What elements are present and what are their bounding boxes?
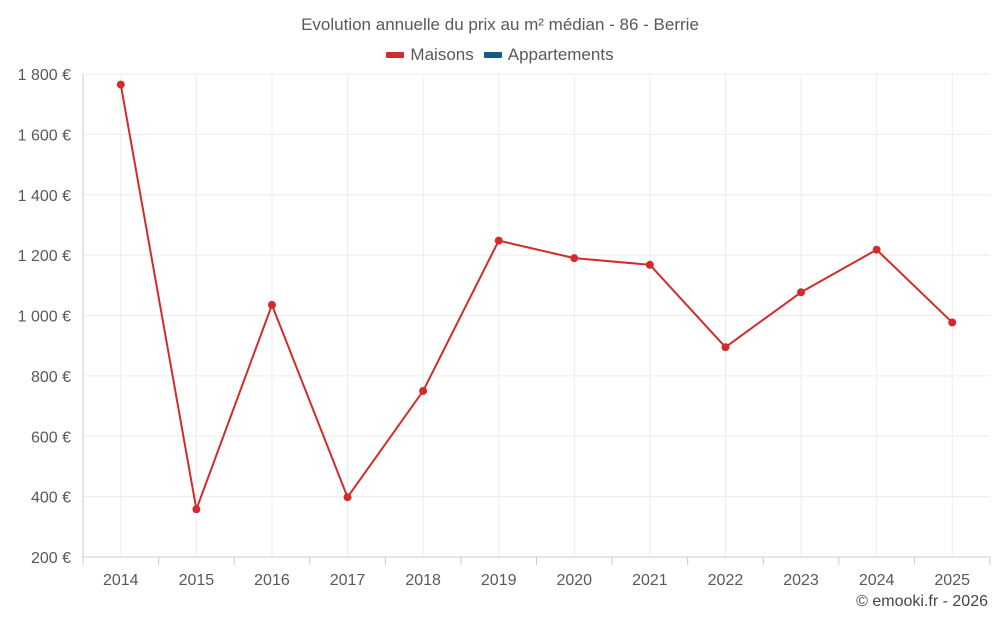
- series-line-maisons: [119, 84, 953, 511]
- data-point-maisons-2018: [419, 386, 428, 395]
- x-tick-label-10: 2024: [859, 572, 895, 589]
- legend-item-appartements[interactable]: Appartements: [483, 45, 614, 65]
- x-tick-label-5: 2019: [481, 572, 517, 589]
- data-point-maisons-2020: [570, 254, 579, 263]
- y-tick-label-3: 800 €: [31, 369, 71, 386]
- x-tick-label-8: 2022: [708, 572, 744, 589]
- data-point-maisons-2021: [645, 260, 654, 269]
- data-point-maisons-2014: [116, 80, 125, 89]
- y-tick-label-8: 1 800 €: [18, 67, 71, 84]
- x-tick-label-9: 2023: [783, 572, 819, 589]
- data-point-maisons-2016: [267, 300, 276, 309]
- x-tick-label-1: 2015: [179, 572, 215, 589]
- legend-item-maisons[interactable]: Maisons: [386, 45, 474, 65]
- data-point-maisons-2025: [948, 318, 957, 327]
- chart-legend: Maisons Appartements: [0, 45, 1000, 65]
- data-point-maisons-2022: [721, 343, 730, 352]
- x-tick-label-6: 2020: [556, 572, 592, 589]
- x-tick-label-11: 2025: [934, 572, 970, 589]
- y-tick-label-1: 400 €: [31, 490, 71, 507]
- chart-title: Evolution annuelle du prix au m² médian …: [301, 15, 699, 34]
- legend-label-appartements: Appartements: [507, 45, 614, 64]
- x-tick-label-2: 2016: [254, 572, 290, 589]
- x-tick-label-4: 2018: [405, 572, 441, 589]
- y-tick-label-6: 1 400 €: [18, 188, 71, 205]
- data-point-maisons-2015: [192, 505, 201, 514]
- copyright-text: © emooki.fr - 2026: [856, 593, 988, 610]
- x-tick-label-0: 2014: [103, 572, 139, 589]
- data-point-maisons-2023: [797, 288, 806, 297]
- y-tick-label-2: 600 €: [31, 429, 71, 446]
- y-tick-label-0: 200 €: [31, 550, 71, 567]
- data-point-maisons-2024: [872, 245, 881, 254]
- y-tick-label-7: 1 600 €: [18, 127, 71, 144]
- y-tick-label-4: 1 000 €: [18, 309, 71, 326]
- x-tick-label-3: 2017: [330, 572, 366, 589]
- legend-label-maisons: Maisons: [410, 45, 474, 64]
- legend-swatch-appartements: [483, 52, 502, 58]
- data-point-maisons-2017: [343, 493, 352, 502]
- y-tick-label-5: 1 200 €: [18, 248, 71, 265]
- data-point-maisons-2019: [494, 236, 503, 245]
- legend-swatch-maisons: [386, 52, 405, 58]
- x-tick-label-7: 2021: [632, 572, 668, 589]
